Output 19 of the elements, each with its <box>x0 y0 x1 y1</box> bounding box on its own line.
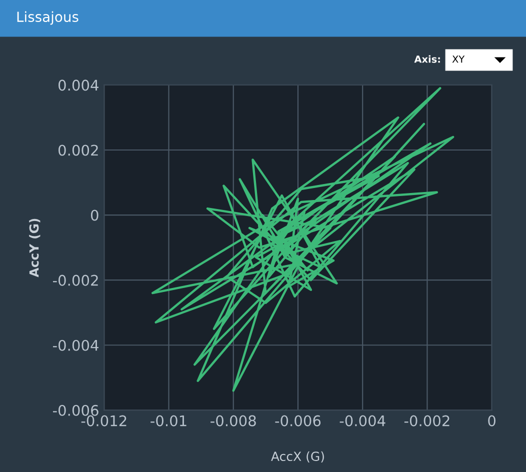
x-tick-label: -0.002 <box>404 415 450 426</box>
y-tick-label: -0.004 <box>52 340 98 351</box>
x-tick-label: -0.008 <box>210 415 256 426</box>
x-tick-label: -0.006 <box>275 415 321 426</box>
chart-title: Lissajous <box>17 11 78 25</box>
y-tick-label: 0.002 <box>58 144 98 156</box>
text: XY <box>452 56 465 63</box>
y-tick-label: 0.004 <box>58 80 98 91</box>
x-axis-title: AccX (G) <box>271 451 324 463</box>
x-tick-label: -0.012 <box>81 415 126 426</box>
x-tick-label: -0.01 <box>150 415 186 426</box>
y-tick-label: -0.006 <box>52 404 98 416</box>
y-axis-title: AccY (G) <box>29 218 40 278</box>
text: Axis: <box>414 55 440 63</box>
line-series <box>151 87 454 392</box>
x-tick-label: 0 <box>488 415 496 426</box>
y-tick-label: 0 <box>90 210 98 221</box>
x-tick-label: -0.004 <box>340 415 386 426</box>
y-tick-label: -0.002 <box>52 274 98 286</box>
